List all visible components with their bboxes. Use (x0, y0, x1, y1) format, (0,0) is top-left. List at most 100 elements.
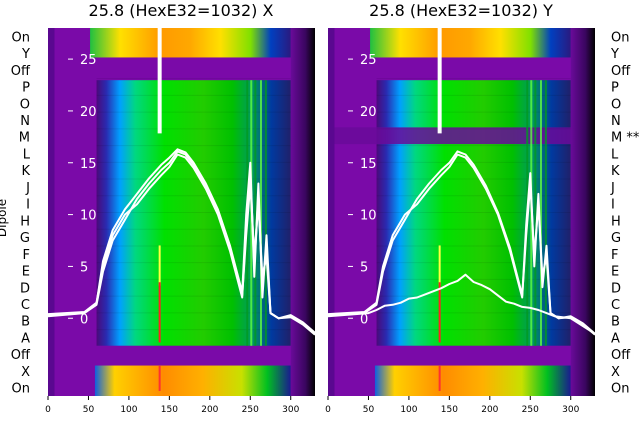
x-tick-label: 50 (363, 405, 375, 415)
x-tick-label: 200 (201, 405, 218, 415)
row-label: C (21, 298, 30, 313)
heatmap-off-row (328, 345, 595, 363)
panel-y-overlay (327, 150, 596, 336)
panel-y: 25.8 (HexE32=1032) Y On Y Off PON M **LKJIHG… (325, 1, 640, 415)
row-label: Off (611, 64, 631, 79)
row-label: On (611, 382, 629, 397)
x-tick-label: 50 (83, 405, 95, 415)
heatmap-band-bottom (374, 365, 571, 396)
marker-line-white (437, 28, 442, 134)
row-label: F (23, 248, 30, 263)
panel-x-heatmap (48, 28, 315, 396)
heatmap-bad-row (328, 127, 595, 145)
row-label: On (12, 382, 30, 397)
marker-line-yellow (158, 245, 161, 286)
overlay-tick-label: 25 (80, 53, 97, 68)
overlay-tick-label: 0 (360, 312, 368, 327)
row-label: K (611, 164, 620, 179)
row-label: M ** (611, 131, 640, 146)
row-label: A (21, 331, 30, 346)
row-label: A (611, 331, 620, 346)
row-label: B (21, 315, 30, 330)
overlay-tick-label: 10 (80, 209, 97, 224)
heatmap-stripe (254, 80, 257, 346)
row-label: I (26, 198, 30, 213)
panel-y-overlay-ticks: 0 5 10 15 20 25 (348, 53, 377, 327)
x-tick-label: 0 (45, 405, 51, 415)
overlay-series-line (327, 273, 596, 335)
panel-y-title: 25.8 (HexE32=1032) Y (369, 1, 553, 20)
heatmap-off-row (48, 345, 315, 363)
x-tick-label: 0 (325, 405, 331, 415)
row-label: Y (21, 47, 30, 62)
row-label: O (611, 97, 621, 112)
row-label: O (20, 97, 30, 112)
panel-x-overlay (47, 148, 316, 336)
overlay-series-line (327, 150, 596, 336)
overlay-tick-label: 15 (80, 157, 97, 172)
row-label: N (20, 114, 30, 129)
x-tick-label: 200 (481, 405, 498, 415)
heatmap-off-row (328, 61, 595, 79)
row-label: P (22, 81, 30, 96)
marker-line-red (438, 365, 441, 391)
heatmap-band-bottom (94, 365, 291, 396)
heatmap-off-row (48, 61, 315, 79)
heatmap-stripe (259, 80, 262, 346)
overlay-series-line (47, 148, 316, 334)
x-tick-label: 250 (242, 405, 259, 415)
overlay-tick-label: 20 (360, 105, 377, 120)
row-label: On (12, 30, 30, 45)
overlay-tick-label: 5 (80, 260, 88, 275)
row-label: Off (11, 348, 31, 363)
heatmap-stripe (539, 80, 542, 346)
heatmap-stripe (544, 80, 547, 346)
row-label: N (611, 114, 621, 129)
row-label: L (611, 147, 619, 162)
row-label: G (20, 231, 30, 246)
row-label: H (20, 214, 30, 229)
heatmap-stripe (534, 80, 537, 346)
panel-x: 25.8 (HexE32=1032) X On Y Off PONMLKJIHGFED… (11, 1, 316, 415)
x-tick-label: 250 (522, 405, 539, 415)
marker-line-red (158, 365, 161, 391)
heatmap-left-edge (328, 28, 335, 396)
row-label: D (20, 281, 30, 296)
marker-line-yellow (438, 245, 441, 286)
panel-y-x-ticks: 0 50 100 150 200 250 300 (325, 396, 580, 415)
row-label: Y (610, 47, 619, 62)
overlay-tick-label: 25 (360, 53, 377, 68)
heatmap-band-top (90, 28, 291, 58)
marker-line-white (157, 28, 162, 134)
row-label: C (611, 298, 620, 313)
overlay-tick-label: 5 (360, 260, 368, 275)
figure-ylabel: Dipole (0, 199, 9, 237)
heatmap-band-top (370, 28, 571, 58)
row-label: K (21, 164, 30, 179)
x-tick-label: 100 (120, 405, 137, 415)
heatmap-left-edge (48, 28, 55, 396)
row-label: J (610, 181, 615, 196)
x-tick-label: 100 (400, 405, 417, 415)
x-tick-label: 150 (441, 405, 458, 415)
row-label: E (611, 265, 619, 280)
panel-x-overlay-ticks: 0 5 10 15 20 25 (68, 53, 97, 327)
row-label: Off (11, 64, 31, 79)
panel-x-title: 25.8 (HexE32=1032) X (89, 1, 274, 20)
row-label: E (22, 265, 30, 280)
heatmap-stripe (264, 80, 267, 346)
overlay-tick-label: 15 (360, 157, 377, 172)
overlay-tick-label: 0 (80, 312, 88, 327)
row-label: J (25, 181, 30, 196)
row-label: X (21, 365, 30, 380)
row-label: D (611, 281, 621, 296)
row-label: I (611, 198, 615, 213)
row-label: F (611, 248, 618, 263)
marker-line-red (158, 282, 161, 343)
heatmap-right-edge (290, 28, 315, 396)
row-label: B (611, 315, 620, 330)
panel-x-x-ticks: 0 50 100 150 200 250 300 (45, 396, 300, 415)
row-label: M (19, 131, 30, 146)
row-label: On (611, 30, 629, 45)
